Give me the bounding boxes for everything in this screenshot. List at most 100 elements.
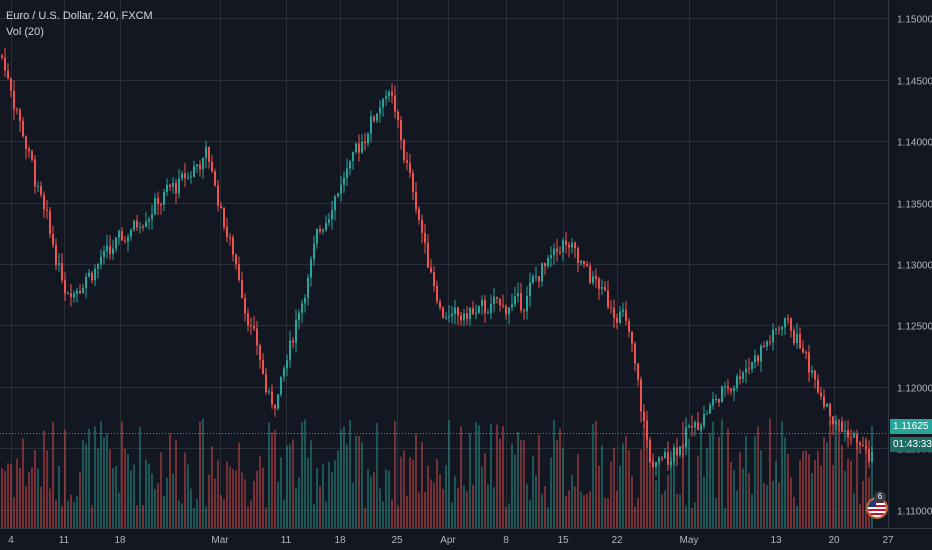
candle-body	[244, 297, 246, 314]
candle-body	[856, 433, 858, 443]
volume-bar	[400, 456, 402, 528]
volume-bar	[19, 467, 21, 528]
volume-bar	[661, 494, 663, 528]
volume-bar	[70, 494, 72, 528]
candle-body	[610, 307, 612, 309]
candle-body	[259, 345, 261, 360]
candle-body	[43, 194, 45, 210]
candle-body	[325, 222, 327, 230]
candle-body	[421, 219, 423, 233]
volume-bar	[811, 473, 813, 528]
volume-bar	[412, 459, 414, 528]
candle-body	[73, 293, 75, 298]
candle-body	[646, 421, 648, 440]
volume-bar	[250, 500, 252, 528]
volume-bar	[325, 501, 327, 528]
candle-body	[715, 398, 717, 400]
volume-bar	[616, 490, 618, 528]
candle-body	[655, 461, 657, 467]
volume-bar	[187, 464, 189, 528]
volume-bar	[628, 450, 630, 528]
candle-body	[76, 290, 78, 294]
volume-bar	[526, 484, 528, 528]
volume-bar	[46, 450, 48, 528]
candle-body	[127, 236, 129, 242]
candle-body	[310, 259, 312, 278]
candle-body	[151, 214, 153, 220]
volume-bar	[706, 447, 708, 528]
volume-bar	[364, 507, 366, 528]
volume-bar	[115, 465, 117, 528]
candle-body	[367, 133, 369, 144]
candle-body	[10, 78, 12, 91]
volume-bar	[805, 450, 807, 528]
candle-body	[31, 150, 33, 160]
candle-body	[742, 372, 744, 380]
candle-body	[829, 403, 831, 417]
volume-bar	[610, 461, 612, 528]
volume-bar	[583, 494, 585, 528]
candle-body	[253, 326, 255, 329]
volume-bar	[613, 448, 615, 528]
volume-bar	[268, 422, 270, 528]
volume-bar	[670, 450, 672, 528]
candle-body	[682, 446, 684, 448]
price-tick-label: 1.12500	[897, 322, 932, 333]
candle-body	[526, 295, 528, 312]
volume-bar	[766, 484, 768, 528]
candle-body	[649, 439, 651, 463]
candle-body	[547, 258, 549, 267]
candle-body	[511, 304, 513, 308]
volume-bar	[541, 494, 543, 528]
volume-bar	[82, 439, 84, 528]
time-axis[interactable]: 4 11 18 Mar 11 18 25 Apr 8 15 22 May 13 20 27	[8, 535, 894, 546]
last-price-tag: 1.11625	[890, 419, 932, 434]
candle-body	[826, 403, 828, 407]
volume-bar	[73, 502, 75, 528]
symbol-title[interactable]: Euro / U.S. Dollar, 240, FXCM	[6, 10, 153, 22]
volume-bar	[733, 470, 735, 528]
candle-body	[622, 309, 624, 312]
volume-bar	[313, 504, 315, 528]
candle-body	[328, 219, 330, 223]
candle-body	[154, 197, 156, 215]
candle-body	[835, 420, 837, 425]
candle-body	[109, 245, 111, 255]
volume-bar	[697, 455, 699, 528]
candle-body	[787, 318, 789, 320]
candle-body	[175, 182, 177, 194]
candle-body	[250, 325, 252, 327]
volume-bar	[382, 501, 384, 528]
volume-bar	[799, 460, 801, 528]
volume-indicator-label[interactable]: Vol (20)	[6, 26, 44, 38]
candle-body	[148, 219, 150, 222]
volume-bar	[253, 480, 255, 528]
candle-body	[832, 416, 834, 425]
volume-bar	[676, 493, 678, 528]
candle-body	[280, 376, 282, 395]
volume-bar	[88, 428, 90, 528]
candle-body	[301, 303, 303, 313]
volume-bar	[277, 481, 279, 528]
candle-body	[64, 280, 66, 294]
candle-body	[703, 413, 705, 426]
candle-body	[502, 305, 504, 307]
volume-bar	[100, 420, 102, 528]
candle-body	[181, 173, 183, 179]
candle-body	[331, 210, 333, 220]
candle-body	[271, 391, 273, 405]
candle-body	[520, 293, 522, 311]
candle-body	[388, 91, 390, 97]
volume-bar	[658, 456, 660, 528]
candle-body	[418, 209, 420, 220]
candle-body	[211, 161, 213, 172]
volume-bar	[415, 433, 417, 528]
candle-body	[541, 263, 543, 282]
volume-bar	[172, 473, 174, 528]
candle-body	[556, 248, 558, 252]
volume-bar	[67, 500, 69, 528]
candle-body	[1, 55, 3, 58]
candle-body	[574, 242, 576, 249]
volume-bar	[232, 469, 234, 528]
